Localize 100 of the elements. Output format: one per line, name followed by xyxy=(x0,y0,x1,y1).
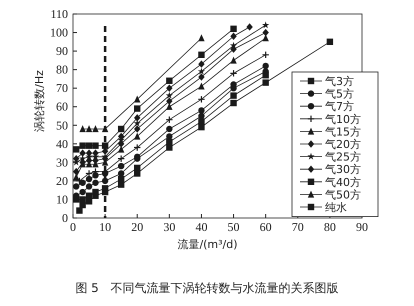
point xyxy=(102,188,108,196)
point xyxy=(79,142,86,149)
y-tick-label: 20 xyxy=(56,174,68,188)
point xyxy=(86,183,92,190)
x-tick-label: 70 xyxy=(292,220,304,234)
point xyxy=(134,125,140,133)
point xyxy=(230,32,237,40)
point xyxy=(134,120,141,126)
y-tick-label: 90 xyxy=(56,44,68,58)
point xyxy=(134,132,140,140)
point xyxy=(102,178,108,184)
point xyxy=(198,96,206,104)
y-tick-label: 70 xyxy=(56,81,68,96)
legend-label: 气40方 xyxy=(325,176,361,189)
point xyxy=(86,198,92,205)
caption: 图 5 不同气流量下涡轮转数与水流量的关系图版 xyxy=(75,281,339,295)
point xyxy=(76,207,83,214)
legend-label: 气25方 xyxy=(325,150,361,164)
point xyxy=(230,56,237,64)
point xyxy=(262,79,269,86)
point xyxy=(92,149,99,157)
point xyxy=(73,183,80,190)
legend-label: 气15方 xyxy=(325,125,361,138)
x-tick-label: 50 xyxy=(228,220,240,234)
point xyxy=(134,170,140,177)
point xyxy=(118,146,124,153)
point xyxy=(118,126,124,132)
point xyxy=(166,126,173,132)
point xyxy=(230,92,237,99)
point xyxy=(79,188,86,196)
legend-label: 气10方 xyxy=(325,112,361,126)
y-tick-label: 40 xyxy=(56,136,68,151)
legend-label: 气5方 xyxy=(325,88,354,101)
point xyxy=(166,97,173,105)
legend-label: 气30方 xyxy=(325,163,361,176)
point xyxy=(118,162,124,170)
x-tick-label: 10 xyxy=(99,220,112,234)
point xyxy=(92,142,99,149)
point xyxy=(230,26,237,32)
legend-label: 气3方 xyxy=(325,75,354,88)
legend-label: 气50方 xyxy=(325,188,361,202)
point xyxy=(73,168,80,176)
point xyxy=(230,100,237,106)
point xyxy=(198,107,205,114)
point xyxy=(117,154,125,162)
legend-label: 气7方 xyxy=(325,100,354,114)
point xyxy=(101,153,109,160)
point xyxy=(134,114,140,122)
point xyxy=(198,68,206,75)
x-tick-label: 90 xyxy=(356,220,368,234)
point xyxy=(326,38,334,46)
point xyxy=(133,144,142,152)
legend-label: 纯水 xyxy=(325,201,347,214)
point xyxy=(134,96,140,103)
point xyxy=(134,105,140,112)
point xyxy=(198,73,205,81)
point xyxy=(102,142,108,149)
point xyxy=(118,170,124,177)
point xyxy=(262,28,269,36)
x-tick-label: 30 xyxy=(163,220,176,234)
point xyxy=(198,124,205,130)
point xyxy=(166,78,173,84)
point xyxy=(73,146,80,153)
x-axis-title: 流量/(m³/d) xyxy=(177,238,238,251)
point xyxy=(102,125,108,132)
point xyxy=(79,202,86,208)
y-tick-label: 50 xyxy=(56,118,68,132)
point xyxy=(166,84,173,92)
x-tick-label: 80 xyxy=(324,220,336,234)
point xyxy=(198,112,205,120)
point xyxy=(86,149,92,157)
y-tick-label: 30 xyxy=(56,155,68,170)
point xyxy=(198,52,205,58)
x-tick-label: 40 xyxy=(195,220,208,234)
x-tick-label: 60 xyxy=(260,220,272,234)
point xyxy=(92,180,99,186)
point xyxy=(79,149,86,157)
point xyxy=(86,176,92,182)
point xyxy=(92,192,99,199)
y-tick-label: 100 xyxy=(50,26,68,40)
point xyxy=(262,51,270,59)
point xyxy=(73,154,80,162)
y-tick-label: 110 xyxy=(50,7,68,21)
point xyxy=(79,125,86,132)
point xyxy=(230,70,238,78)
point xyxy=(166,133,173,140)
point xyxy=(246,23,253,31)
point xyxy=(92,125,99,132)
y-tick-label: 80 xyxy=(56,62,68,77)
point xyxy=(118,181,124,188)
point xyxy=(86,125,92,132)
point xyxy=(230,42,238,49)
point xyxy=(262,62,269,70)
y-tick-label: 0 xyxy=(62,211,68,225)
point xyxy=(198,34,205,42)
point xyxy=(198,60,205,68)
point xyxy=(166,144,173,151)
legend-label: 气20方 xyxy=(325,138,361,151)
y-tick-label: 10 xyxy=(56,192,68,206)
y-axis-title: 涡轮转数/Hz xyxy=(33,70,46,132)
